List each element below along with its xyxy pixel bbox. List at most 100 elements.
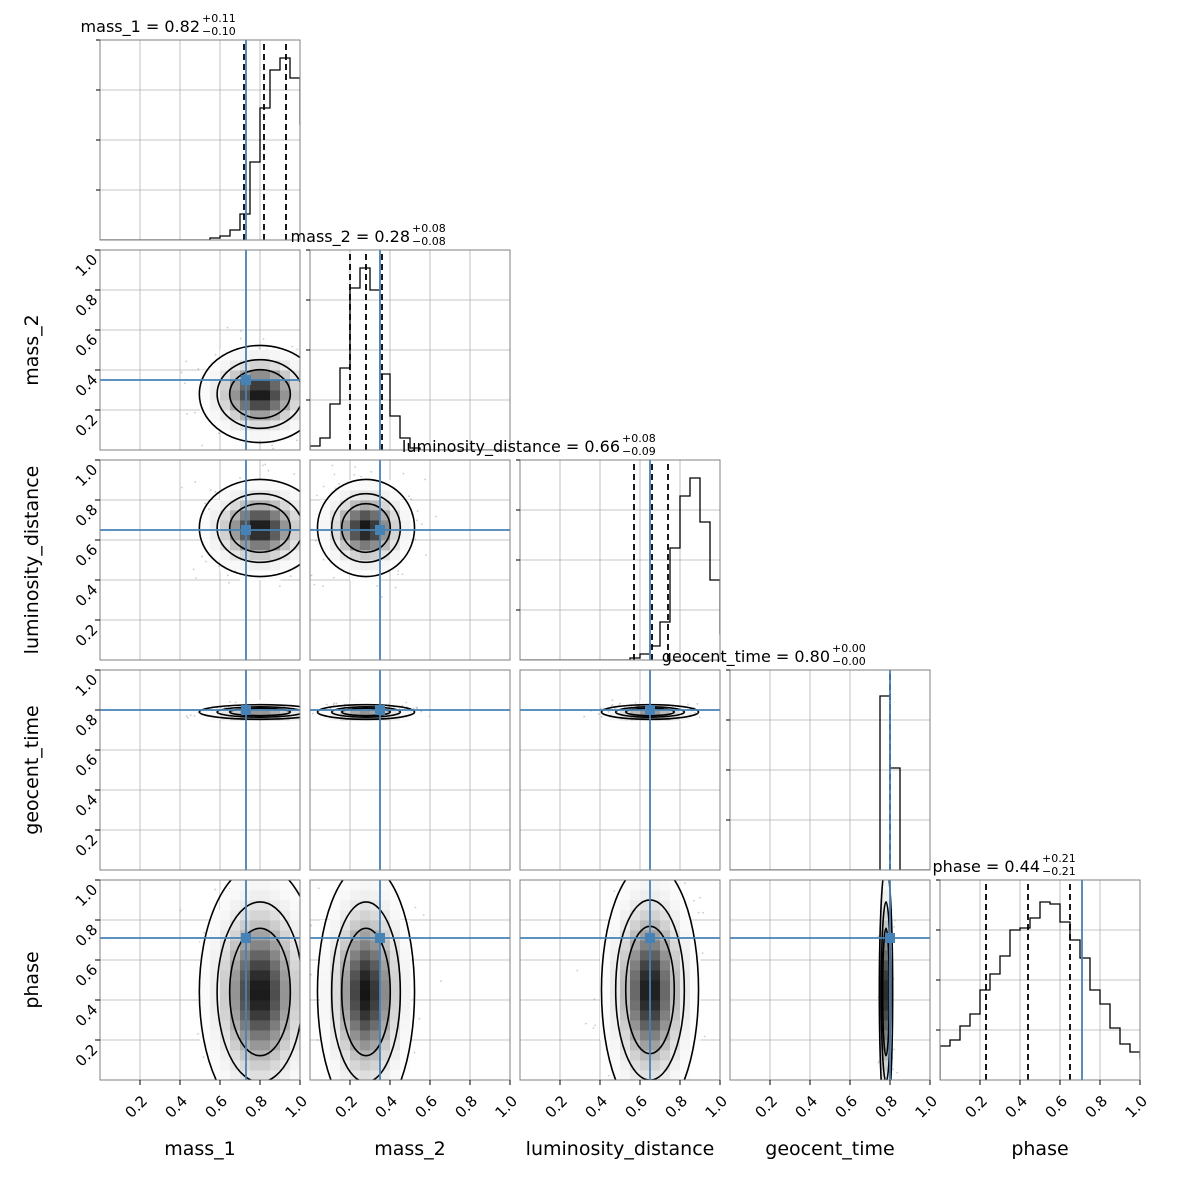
density-cell — [270, 370, 281, 381]
density-cell — [260, 900, 271, 911]
density-cell — [270, 350, 281, 361]
density-cell — [220, 970, 231, 981]
density-cell — [650, 950, 661, 961]
density-cell — [660, 1010, 671, 1021]
scatter-point — [303, 965, 305, 967]
density-cell — [660, 1040, 671, 1051]
density-cell — [260, 1060, 271, 1071]
density-cell — [370, 530, 381, 541]
scatter-point — [594, 1024, 596, 1027]
density-cell — [640, 880, 651, 891]
density-cell — [250, 980, 261, 991]
density-cell — [200, 1000, 211, 1011]
y-tick-label: 0.4 — [72, 581, 102, 611]
density-cell — [650, 970, 661, 981]
density-cell — [270, 420, 281, 431]
scatter-point — [303, 708, 305, 710]
density-cell — [290, 990, 300, 1001]
density-cell — [260, 1020, 271, 1031]
density-contour — [316, 703, 416, 721]
density-cell — [320, 540, 331, 551]
scatter-point — [371, 873, 373, 875]
scatter-point — [180, 371, 183, 374]
density-cell — [350, 540, 361, 551]
scatter-point — [366, 1114, 368, 1116]
density-cell — [250, 520, 261, 531]
density-cell — [670, 890, 681, 901]
density-cell — [610, 950, 621, 961]
density-contour — [228, 927, 292, 1057]
density-cell — [320, 1000, 331, 1011]
density-cell — [670, 980, 681, 991]
density-cell — [210, 710, 221, 721]
scatter-point — [289, 575, 292, 578]
density-cell — [260, 380, 271, 391]
density-cell — [280, 540, 291, 551]
y-tick-label: 1.0 — [72, 671, 102, 701]
scatter-point — [424, 554, 427, 557]
density-cell — [230, 930, 241, 941]
density-cell — [620, 960, 631, 971]
density-cell — [400, 940, 411, 951]
density-cell — [270, 510, 281, 521]
density-cell — [220, 530, 231, 541]
density-cell — [280, 1010, 291, 1021]
density-cell — [650, 1000, 661, 1011]
density-cell — [400, 960, 411, 971]
density-cell — [210, 1070, 221, 1080]
density-cell — [350, 530, 361, 541]
scatter-point — [253, 817, 255, 819]
density-cell — [620, 940, 631, 951]
density-cell — [250, 410, 261, 421]
density-cell — [600, 970, 611, 981]
density-cell — [660, 920, 671, 931]
density-cell — [320, 530, 331, 541]
scatter-point — [189, 714, 192, 717]
density-cell — [250, 950, 261, 961]
density-cell — [390, 1050, 401, 1061]
density-panel-luminosity_distance-phase — [519, 877, 721, 1081]
scatter-point — [610, 705, 613, 707]
density-contour — [228, 502, 292, 554]
density-cell — [390, 1030, 401, 1041]
density-cell — [680, 900, 691, 911]
scatter-point — [397, 573, 399, 576]
density-cell — [360, 550, 371, 561]
density-contour — [198, 703, 300, 721]
title-upper-error: +0.21 — [1042, 852, 1076, 865]
density-cell — [260, 520, 271, 531]
density-cell — [350, 950, 361, 961]
density-cell — [360, 940, 371, 951]
scatter-point — [363, 1093, 365, 1095]
scatter-point — [214, 354, 217, 356]
density-cell — [620, 880, 631, 891]
density-cell — [250, 500, 261, 511]
density-clip — [310, 460, 510, 660]
density-cell — [270, 1040, 281, 1051]
density-cell — [330, 510, 341, 521]
density-contour — [330, 492, 402, 564]
y-tick-label: 0.2 — [72, 411, 102, 441]
scatter-point — [315, 1080, 317, 1082]
density-cell — [640, 940, 651, 951]
title-lower-error: −0.21 — [1042, 865, 1076, 878]
scatter-point — [642, 877, 644, 879]
axes-frame — [729, 879, 931, 1081]
density-cell — [280, 1070, 291, 1080]
density-cell — [340, 560, 351, 571]
density-cell — [330, 1020, 341, 1031]
y-tick-label: 0.6 — [72, 751, 102, 781]
density-cell — [640, 890, 651, 901]
scatter-point — [203, 931, 206, 934]
density-cell — [880, 880, 891, 891]
density-cell — [270, 1010, 281, 1021]
scatter-point — [885, 1088, 887, 1090]
density-cell — [270, 960, 281, 971]
density-cell — [350, 910, 361, 921]
density-cell — [320, 500, 331, 511]
density-cell — [650, 1030, 661, 1041]
density-cell — [280, 900, 291, 911]
density-cell — [380, 900, 391, 911]
density-contour — [216, 358, 300, 430]
density-cell — [610, 1050, 621, 1061]
